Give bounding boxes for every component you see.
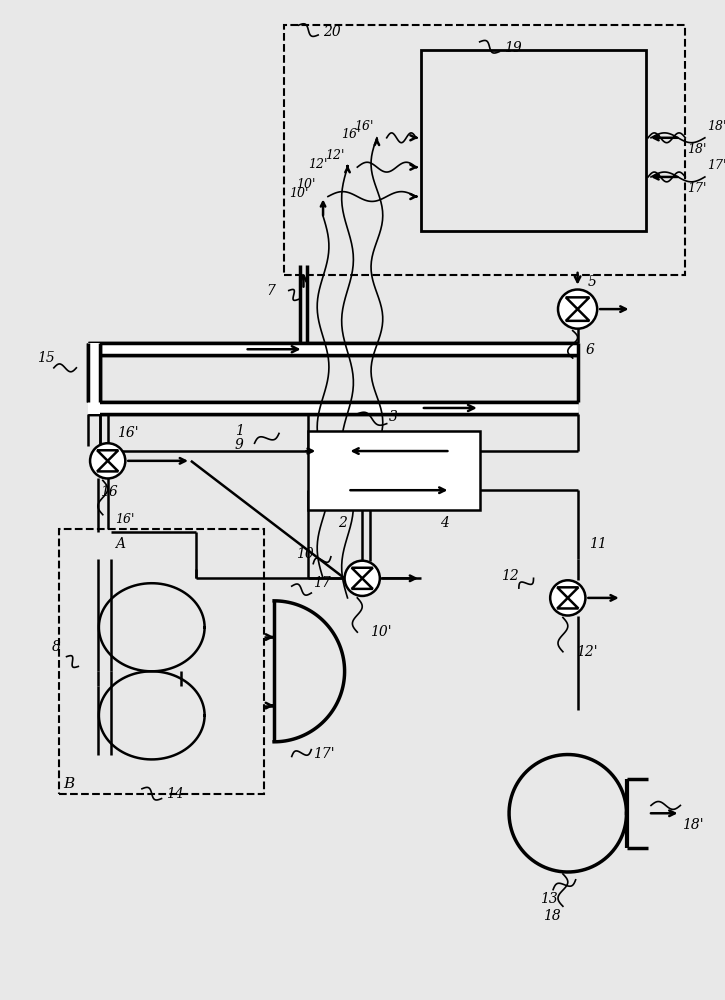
- Bar: [284, 25, 685, 275]
- Text: 16: 16: [100, 485, 117, 499]
- Text: 4: 4: [441, 516, 450, 530]
- Text: 12: 12: [501, 569, 519, 583]
- Text: 19: 19: [504, 41, 522, 55]
- Polygon shape: [88, 343, 578, 355]
- Text: 15: 15: [37, 351, 55, 365]
- Text: 16': 16': [355, 120, 374, 133]
- Text: 8: 8: [52, 640, 61, 654]
- Text: 5: 5: [587, 275, 596, 289]
- Text: 2: 2: [338, 516, 347, 530]
- Polygon shape: [558, 598, 579, 608]
- Text: 10': 10': [370, 625, 392, 639]
- Text: 10': 10': [289, 187, 308, 200]
- Polygon shape: [97, 450, 118, 461]
- Text: 12': 12': [308, 158, 328, 171]
- Text: 18': 18': [707, 120, 725, 133]
- Text: 17': 17': [707, 159, 725, 172]
- Polygon shape: [566, 309, 589, 321]
- Text: 6: 6: [585, 343, 594, 357]
- Bar: [59, 529, 265, 794]
- Circle shape: [344, 561, 380, 596]
- Text: 20: 20: [323, 25, 341, 39]
- Polygon shape: [352, 578, 373, 589]
- Text: 9: 9: [235, 438, 244, 452]
- Polygon shape: [566, 297, 589, 309]
- Text: 17': 17': [313, 747, 335, 761]
- Polygon shape: [558, 587, 579, 598]
- Polygon shape: [352, 568, 373, 578]
- Text: A: A: [115, 537, 125, 551]
- Text: 17': 17': [687, 182, 707, 195]
- Text: 14: 14: [167, 787, 184, 801]
- Polygon shape: [88, 343, 100, 414]
- Text: 3: 3: [389, 410, 397, 424]
- Polygon shape: [88, 402, 578, 414]
- Text: 18': 18': [682, 818, 704, 832]
- Text: 10': 10': [296, 178, 315, 191]
- Text: 16': 16': [115, 513, 135, 526]
- Bar: [421, 50, 646, 231]
- Circle shape: [558, 290, 597, 329]
- Text: 18': 18': [687, 143, 707, 156]
- Circle shape: [550, 580, 585, 616]
- Text: 12': 12': [576, 645, 597, 659]
- Text: 13: 13: [540, 892, 558, 906]
- Text: 7: 7: [266, 284, 276, 298]
- Text: 16': 16': [341, 128, 360, 141]
- Circle shape: [90, 443, 125, 478]
- Text: 1: 1: [235, 424, 244, 438]
- Text: 16': 16': [117, 426, 139, 440]
- Text: 10: 10: [296, 547, 313, 561]
- Bar: [308, 431, 480, 510]
- Text: 12': 12': [325, 149, 344, 162]
- Polygon shape: [97, 461, 118, 471]
- Text: 17: 17: [313, 576, 331, 590]
- Text: B: B: [64, 777, 75, 791]
- Text: 11: 11: [589, 537, 607, 551]
- Text: 18: 18: [543, 909, 561, 923]
